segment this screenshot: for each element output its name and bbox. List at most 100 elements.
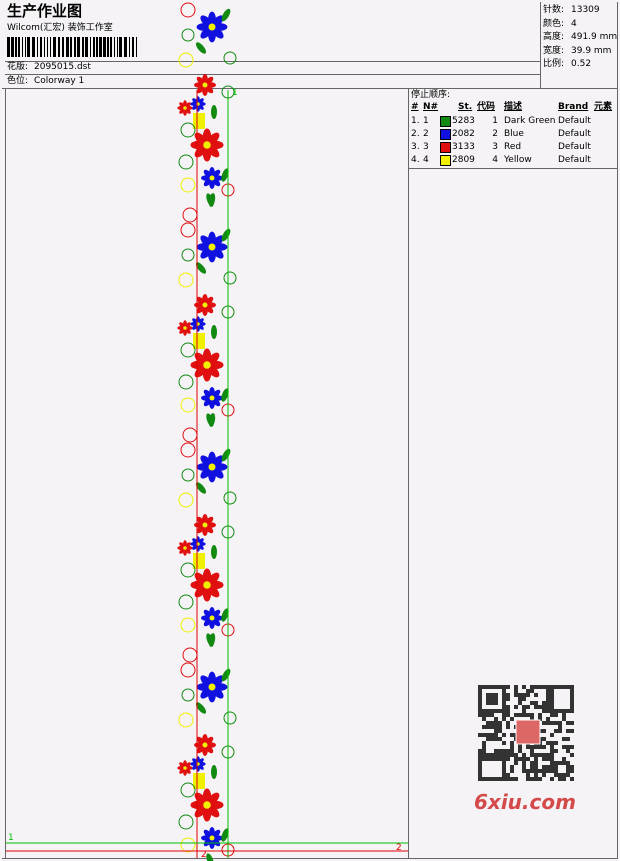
barcode-bar — [40, 37, 42, 57]
qr-module — [522, 765, 526, 769]
divider — [2, 858, 618, 859]
qr-module — [502, 733, 506, 737]
qr-module — [522, 693, 526, 697]
ring — [178, 492, 194, 508]
qr-module — [538, 685, 542, 689]
qr-module — [506, 757, 510, 761]
qr-module — [522, 769, 526, 773]
qr-module — [478, 705, 482, 709]
qr-module — [550, 757, 554, 761]
qr-module — [502, 765, 506, 769]
qr-module — [514, 753, 518, 757]
ring — [223, 271, 237, 285]
leaf — [206, 853, 214, 861]
qr-module — [570, 689, 574, 693]
qr-module — [542, 753, 546, 757]
leaf — [211, 765, 217, 779]
qr-module — [494, 737, 498, 741]
qr-module — [530, 685, 534, 689]
qr-module — [558, 761, 562, 765]
leaf — [208, 413, 216, 427]
qr-module — [526, 769, 530, 773]
qr-module — [566, 749, 570, 753]
divider — [617, 2, 618, 859]
qr-module — [566, 737, 570, 741]
qr-module — [546, 709, 550, 713]
qr-module — [534, 773, 538, 777]
qr-module — [526, 689, 530, 693]
qr-module — [538, 753, 542, 757]
ring — [180, 782, 196, 798]
qr-module — [570, 709, 574, 713]
qr-module — [498, 753, 502, 757]
qr-module — [542, 709, 546, 713]
qr-module — [490, 693, 494, 697]
leaf — [211, 325, 217, 339]
qr-module — [518, 693, 522, 697]
row-needle: 4 — [423, 155, 429, 165]
qr-module — [502, 741, 506, 745]
qr-module — [510, 749, 514, 753]
qr-module — [506, 697, 510, 701]
qr-module — [502, 689, 506, 693]
qr-module — [570, 777, 574, 781]
ring — [180, 617, 196, 633]
qr-module — [550, 693, 554, 697]
barcode-bar — [47, 37, 48, 57]
qr-module — [506, 705, 510, 709]
qr-module — [518, 701, 522, 705]
barcode-bar — [117, 37, 118, 57]
qr-module — [502, 773, 506, 777]
qr-module — [562, 745, 566, 749]
qr-module — [478, 733, 482, 737]
qr-module — [546, 701, 550, 705]
color-swatch — [440, 129, 451, 140]
ring — [180, 662, 196, 678]
qr-module — [486, 737, 490, 741]
qr-module — [534, 757, 538, 761]
info-label: 宽度: — [543, 45, 565, 56]
flower-center — [209, 395, 215, 401]
qr-module — [566, 761, 570, 765]
row-stitches: 2082 — [452, 129, 475, 139]
flower-center — [203, 361, 211, 369]
qr-module — [486, 757, 490, 761]
qr-module — [494, 749, 498, 753]
qr-module — [490, 733, 494, 737]
qr-module — [546, 717, 550, 721]
qr-module — [550, 741, 554, 745]
qr-module — [482, 685, 486, 689]
qr-module — [486, 725, 490, 729]
row-stitches: 3133 — [452, 142, 475, 152]
flower-center — [208, 243, 216, 251]
qr-module — [486, 709, 490, 713]
qr-module — [506, 721, 510, 725]
barcode-bar — [11, 37, 14, 57]
qr-module — [526, 757, 530, 761]
flower-center — [209, 615, 215, 621]
flower-center — [203, 141, 211, 149]
ring — [182, 207, 198, 223]
qr-module — [534, 701, 538, 705]
column-header: 描述 — [504, 102, 523, 112]
qr-module — [494, 717, 498, 721]
divider — [5, 74, 540, 75]
leaf — [221, 388, 229, 402]
leaf — [208, 633, 216, 647]
marker-label: 1 — [232, 88, 238, 98]
barcode-bar — [82, 37, 84, 57]
divider — [408, 168, 618, 169]
qr-module — [498, 757, 502, 761]
row-index: 1. — [411, 116, 420, 126]
flower-center — [202, 82, 208, 88]
qr-module — [506, 709, 510, 713]
row-description: Dark Green — [504, 116, 556, 126]
qr-module — [494, 757, 498, 761]
qr-module — [526, 777, 530, 781]
qr-module — [494, 777, 498, 781]
ring — [181, 248, 195, 262]
qr-module — [542, 737, 546, 741]
barcode-bar — [66, 37, 69, 57]
qr-module — [486, 753, 490, 757]
